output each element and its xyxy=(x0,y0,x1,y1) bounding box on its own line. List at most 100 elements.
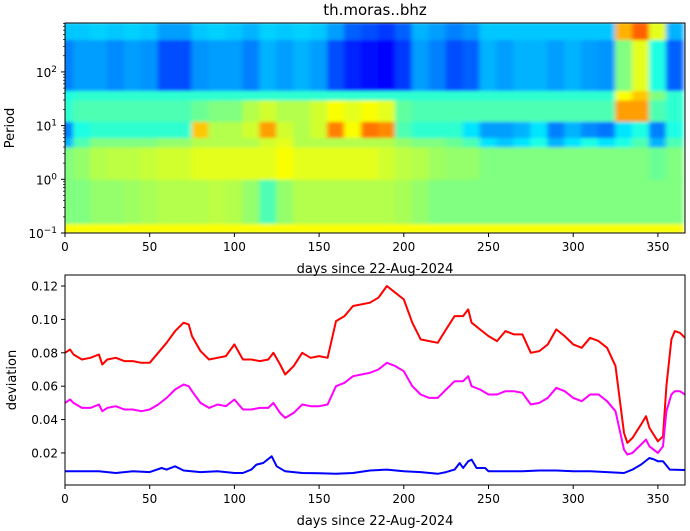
heatmap-cell xyxy=(411,137,430,148)
heatmap-cell xyxy=(513,23,532,41)
heatmap-cell xyxy=(140,178,159,225)
heatmap-cell xyxy=(462,146,481,180)
heatmap-cell xyxy=(123,137,142,148)
heatmap-cell xyxy=(665,120,684,139)
heatmap-cell xyxy=(191,146,210,180)
heatmap-cell xyxy=(140,120,159,139)
heatmap-cell xyxy=(445,99,464,122)
heatmap-cell xyxy=(462,223,481,233)
heatmap-cell xyxy=(208,90,227,101)
heatmap-cell xyxy=(479,23,498,41)
heatmap-cell xyxy=(665,39,684,92)
heatmap-cell xyxy=(581,178,600,225)
heatmap-cell xyxy=(360,120,379,139)
x-tick-label: 150 xyxy=(308,492,331,506)
heatmap-cell xyxy=(65,23,74,41)
heatmap-cell xyxy=(72,39,91,92)
heatmap-cell xyxy=(157,99,176,122)
heatmap-cell xyxy=(140,146,159,180)
heatmap-cell xyxy=(259,178,278,225)
heatmap-cell xyxy=(547,178,566,225)
heatmap-cell xyxy=(72,146,91,180)
heatmap-cell xyxy=(293,223,312,233)
heatmap-cell xyxy=(327,90,346,101)
heatmap-cell xyxy=(665,23,684,41)
heatmap-cell xyxy=(327,120,346,139)
heatmap-cell xyxy=(530,146,549,180)
chart-title: th.moras..bhz xyxy=(323,1,427,19)
heatmap-cell xyxy=(428,90,447,101)
y-tick-label: 0.08 xyxy=(31,346,58,360)
heatmap-cell xyxy=(72,99,91,122)
heatmap-cell xyxy=(293,120,312,139)
heatmap-cell xyxy=(327,223,346,233)
series-line-3 xyxy=(65,455,686,475)
heatmap-cell xyxy=(106,146,125,180)
heatmap-cell xyxy=(276,178,295,225)
heatmap-cell xyxy=(360,90,379,101)
heatmap-cell xyxy=(157,137,176,148)
heatmap-cell xyxy=(615,223,633,233)
heatmap-cell xyxy=(310,99,329,122)
heatmap-cell xyxy=(344,137,362,148)
heatmap-cell xyxy=(242,39,261,92)
heatmap-cell xyxy=(225,137,244,148)
heatmap-cell xyxy=(479,99,498,122)
y-tick-label: 0.06 xyxy=(31,380,58,394)
heatmap-cell xyxy=(65,120,74,139)
heatmap-cell xyxy=(225,223,244,233)
x-tick-label: 200 xyxy=(392,492,415,506)
heatmap-cell xyxy=(259,223,278,233)
heatmap-cell xyxy=(411,146,430,180)
heatmap-cell xyxy=(615,23,633,41)
deviation-axes: 0 50 100 150 200 250 300 350 0.02 0.04 0.06 0.08 0.1… xyxy=(31,274,686,506)
heatmap-cell xyxy=(394,39,413,92)
heatmap-cell xyxy=(411,99,430,122)
heatmap-cell xyxy=(411,23,430,41)
heatmap-cell xyxy=(344,178,362,225)
heatmap-cell xyxy=(327,99,346,122)
heatmap-cell xyxy=(344,23,362,41)
heatmap-cell xyxy=(360,23,379,41)
heatmap-cell xyxy=(276,146,295,180)
heatmap-cell xyxy=(581,223,600,233)
heatmap-cell xyxy=(242,23,261,41)
heatmap-cell xyxy=(360,99,379,122)
heatmap-cell xyxy=(327,39,346,92)
heatmap-cell xyxy=(648,99,667,122)
heatmap-cell xyxy=(631,23,650,41)
y-tick-label: 102 xyxy=(36,65,57,80)
heatmap-cell xyxy=(377,146,396,180)
heatmap-cell xyxy=(648,137,667,148)
heatmap-cell xyxy=(547,23,566,41)
heatmap-cell xyxy=(615,90,633,101)
heatmap-cell xyxy=(89,223,108,233)
heatmap-cell xyxy=(581,99,600,122)
heatmap-cell xyxy=(631,146,650,180)
heatmap-cell xyxy=(394,99,413,122)
x-tick-label: 350 xyxy=(646,240,669,254)
heatmap-cell xyxy=(174,23,193,41)
heatmap-cell xyxy=(496,223,515,233)
heatmap-cell xyxy=(140,137,159,148)
heatmap-cell xyxy=(174,223,193,233)
heatmap-cell xyxy=(157,223,176,233)
heatmap-cell xyxy=(157,23,176,41)
heatmap-cell xyxy=(106,23,125,41)
heatmap-cell xyxy=(615,99,633,122)
heatmap-cell xyxy=(598,223,617,233)
heatmap-cell xyxy=(479,120,498,139)
heatmap-cell xyxy=(293,146,312,180)
heatmap-cell xyxy=(496,99,515,122)
heatmap-cell xyxy=(242,146,261,180)
heatmap-cell xyxy=(581,146,600,180)
heatmap-cell xyxy=(564,90,583,101)
heatmap-cell xyxy=(394,23,413,41)
heatmap-cell xyxy=(140,23,159,41)
heatmap-cell xyxy=(242,99,261,122)
heatmap-cell xyxy=(276,120,295,139)
heatmap-cell xyxy=(581,120,600,139)
top-x-axis-label: days since 22-Aug-2024 xyxy=(297,262,454,277)
heatmap-cell xyxy=(89,120,108,139)
heatmap-cell xyxy=(394,178,413,225)
